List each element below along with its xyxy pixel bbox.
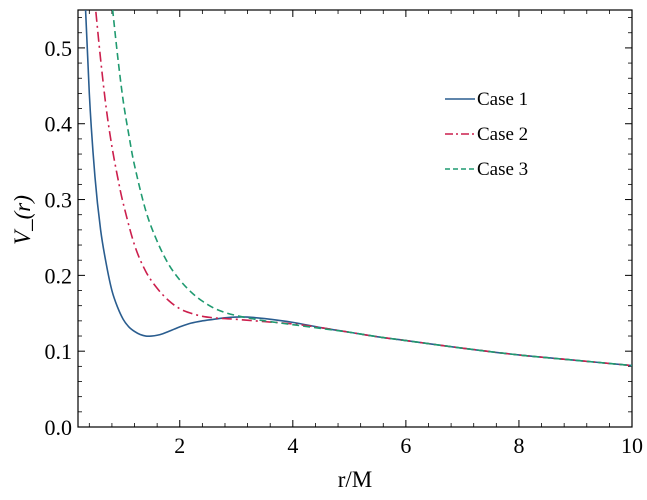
x-tick-label: 2: [174, 433, 185, 458]
y-tick-label: 0.5: [45, 36, 73, 61]
ticks-layer: 2 4 6 8 10 0.0 0.1 0.2 0.3 0.4 0.5: [45, 10, 643, 458]
legend-label-3: Case 3: [477, 159, 528, 180]
x-axis-label: r/M: [338, 467, 373, 492]
legend: Case 1 Case 2 Case 3: [445, 89, 528, 180]
y-tick-label: 0.1: [45, 339, 73, 364]
legend-label-1: Case 1: [477, 89, 528, 110]
series-line-3: [111, 10, 632, 367]
y-axis-label: V_(r): [10, 195, 35, 245]
x-tick-label: 4: [287, 433, 298, 458]
x-tick-label: 6: [400, 433, 411, 458]
x-tick-label: 8: [513, 433, 524, 458]
x-tick-label: 10: [621, 433, 643, 458]
series-layer: [84, 10, 632, 367]
y-tick-label: 0.4: [45, 112, 73, 137]
plot-frame: [77, 9, 633, 428]
y-tick-label: 0.2: [45, 263, 73, 288]
series-line-1: [84, 10, 632, 367]
series-line-2: [94, 10, 632, 367]
y-tick-label: 0.0: [45, 415, 73, 440]
y-tick-label: 0.3: [45, 188, 73, 213]
legend-label-2: Case 2: [477, 124, 528, 145]
